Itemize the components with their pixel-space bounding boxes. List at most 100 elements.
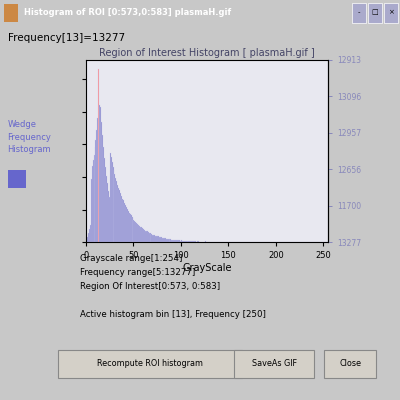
Text: Wedge
Frequency
Histogram: Wedge Frequency Histogram [8, 120, 52, 154]
Bar [184, 241, 185, 242]
Bar [116, 181, 117, 242]
Bar [183, 241, 184, 242]
Bar [130, 214, 131, 242]
Bar [140, 227, 141, 242]
Bar [173, 240, 174, 242]
Text: ×: × [388, 10, 394, 16]
Bar [135, 222, 136, 242]
Bar [160, 237, 161, 242]
Bar [126, 207, 127, 242]
Text: Recompute ROI histogram: Recompute ROI histogram [97, 359, 203, 368]
Bar [194, 241, 195, 242]
Bar [98, 69, 99, 242]
Bar [102, 135, 103, 242]
Bar [147, 232, 148, 242]
Bar [129, 212, 130, 242]
Bar [170, 239, 172, 242]
Bar [97, 118, 98, 242]
Bar [121, 196, 122, 242]
Bar [168, 239, 170, 242]
Bar [197, 241, 198, 242]
Bar [368, 2, 382, 23]
Bar [134, 221, 135, 242]
Bar [132, 218, 134, 242]
Bar [163, 238, 164, 242]
Bar [167, 239, 168, 242]
Bar [141, 227, 142, 242]
Bar [192, 241, 193, 242]
Bar [125, 205, 126, 242]
Bar [123, 200, 124, 242]
Bar [8, 170, 26, 188]
Bar [177, 240, 178, 242]
Bar [118, 188, 119, 242]
Bar [105, 167, 106, 242]
X-axis label: GrayScale: GrayScale [182, 263, 232, 273]
Bar [153, 235, 154, 242]
Bar [152, 234, 153, 242]
Bar [101, 122, 102, 242]
Title: Region of Interest Histogram [ plasmaH.gif ]: Region of Interest Histogram [ plasmaH.g… [99, 48, 315, 58]
Text: Frequency range[5:13277]: Frequency range[5:13277] [80, 268, 195, 277]
Bar [117, 184, 118, 242]
Bar [138, 225, 139, 242]
Bar [107, 183, 108, 242]
Bar [110, 153, 111, 242]
Bar [144, 230, 145, 242]
Text: Close: Close [339, 359, 361, 368]
Bar [114, 174, 116, 242]
Bar [104, 158, 105, 242]
Bar [352, 2, 366, 23]
Bar [124, 203, 125, 242]
Bar [146, 231, 147, 242]
Bar [178, 240, 179, 242]
Bar [128, 211, 129, 242]
Bar [164, 238, 165, 242]
Bar [90, 225, 91, 242]
Bar [155, 236, 156, 242]
FancyBboxPatch shape [324, 350, 376, 378]
Bar [176, 240, 177, 242]
Bar [179, 240, 180, 242]
Bar [190, 241, 191, 242]
Bar [162, 238, 163, 242]
Bar [158, 236, 159, 242]
Bar [180, 241, 181, 242]
Bar [143, 229, 144, 242]
FancyBboxPatch shape [234, 350, 314, 378]
Bar [106, 176, 107, 242]
Bar [172, 240, 173, 242]
Bar [112, 167, 114, 242]
Bar [136, 223, 137, 242]
Bar [156, 236, 157, 242]
Bar [108, 191, 109, 242]
Text: -: - [358, 10, 360, 16]
Bar [96, 130, 97, 242]
Bar [131, 216, 132, 242]
Bar [161, 238, 162, 242]
Bar [191, 241, 192, 242]
Text: □: □ [372, 10, 378, 16]
Bar [188, 241, 190, 242]
Text: SaveAs GIF: SaveAs GIF [252, 359, 296, 368]
Bar [193, 241, 194, 242]
Bar [88, 233, 89, 242]
FancyBboxPatch shape [58, 350, 242, 378]
Bar [92, 166, 93, 242]
Bar [137, 224, 138, 242]
Bar [87, 237, 88, 242]
Bar [119, 190, 120, 242]
Bar [150, 234, 152, 242]
Bar [154, 235, 155, 242]
Bar [182, 240, 183, 242]
Bar [148, 232, 149, 242]
Bar [93, 160, 94, 242]
Bar [127, 209, 128, 242]
Bar [91, 178, 92, 242]
Text: Grayscale range[1:254]: Grayscale range[1:254] [80, 254, 182, 263]
Text: Active histogram bin [13], Frequency [250]: Active histogram bin [13], Frequency [25… [80, 310, 266, 319]
Bar [103, 147, 104, 242]
Bar [198, 241, 199, 242]
Bar [195, 241, 196, 242]
Bar [4, 4, 18, 22]
